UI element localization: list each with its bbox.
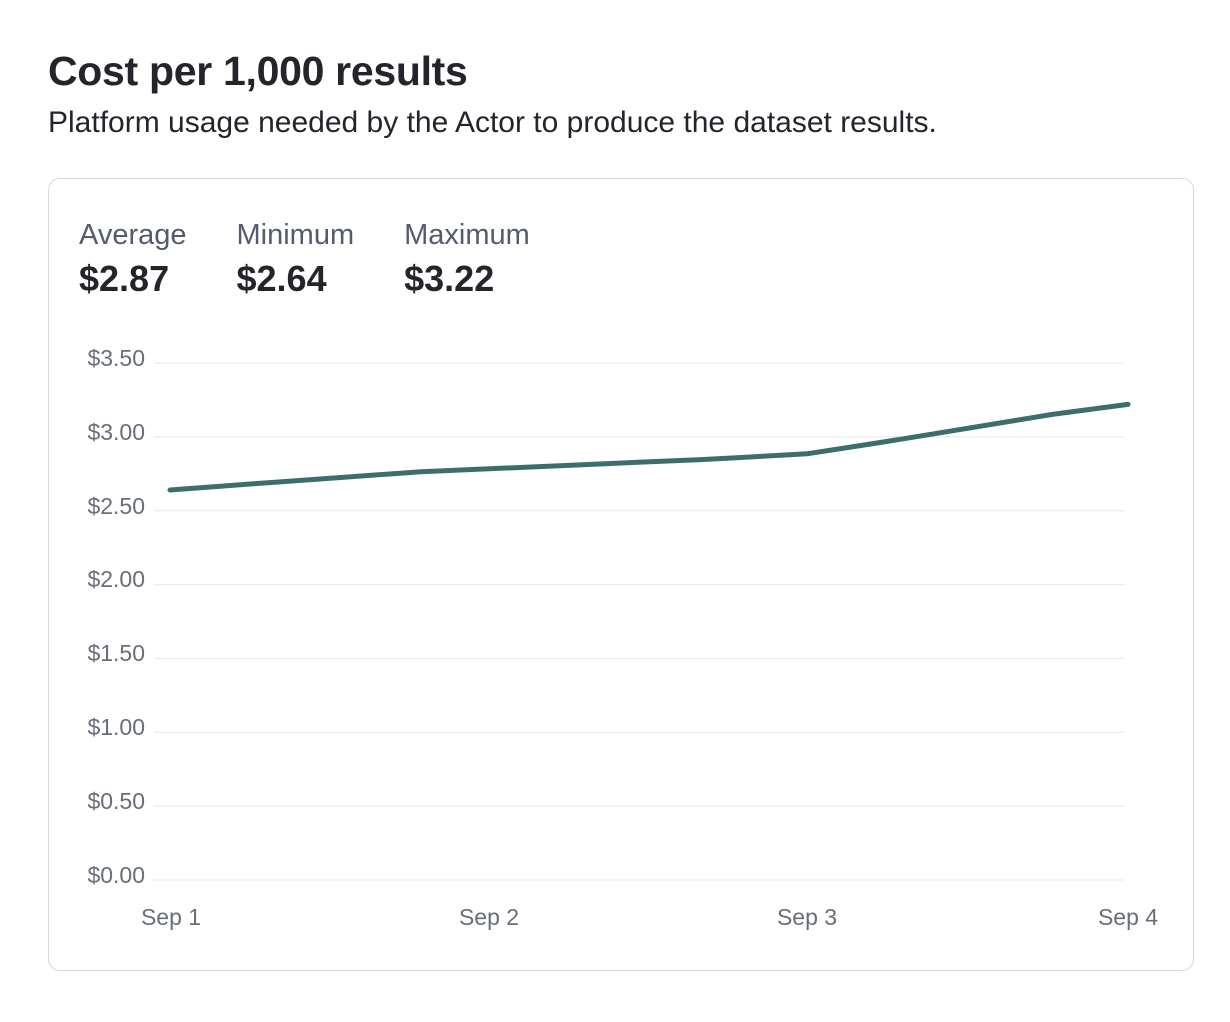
svg-text:Sep 1: Sep 1 — [141, 904, 201, 930]
svg-text:$3.50: $3.50 — [87, 345, 145, 371]
svg-text:Sep 4: Sep 4 — [1098, 904, 1158, 930]
svg-text:$0.50: $0.50 — [87, 788, 145, 814]
svg-text:$2.50: $2.50 — [87, 493, 145, 519]
svg-text:$0.00: $0.00 — [87, 862, 145, 888]
svg-text:$1.50: $1.50 — [87, 640, 145, 666]
svg-text:Sep 3: Sep 3 — [777, 904, 837, 930]
svg-text:$3.00: $3.00 — [87, 419, 145, 445]
svg-text:Sep 2: Sep 2 — [459, 904, 519, 930]
svg-text:$2.00: $2.00 — [87, 566, 145, 592]
svg-text:$1.00: $1.00 — [87, 714, 145, 740]
